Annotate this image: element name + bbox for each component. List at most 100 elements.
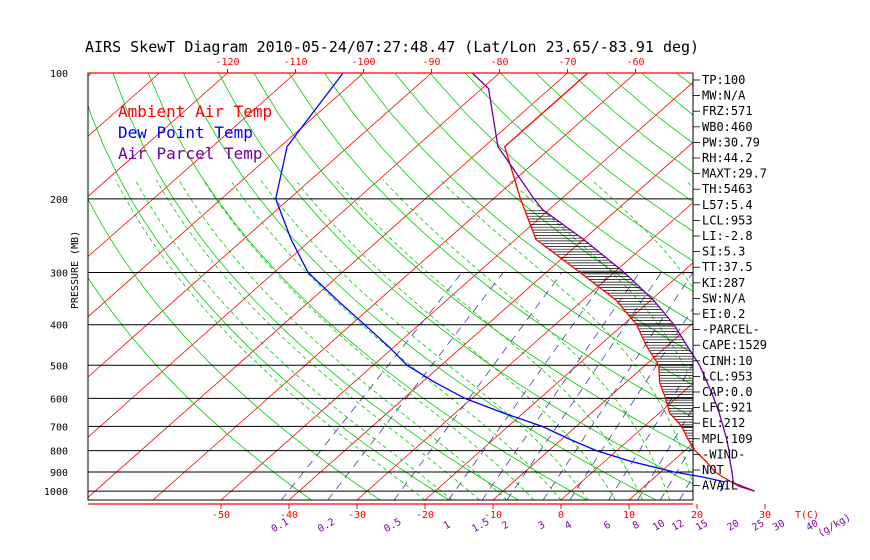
dry-adiabat-line xyxy=(747,73,870,500)
mixing-ratio-label: 20 xyxy=(725,518,741,534)
dry-adiabat-line xyxy=(288,73,693,418)
isotherm-line xyxy=(88,73,432,378)
top-tick-label: -80 xyxy=(490,57,508,68)
y-axis-label: PRESSURE (MB) xyxy=(70,231,81,309)
y-tick-label: 700 xyxy=(50,422,68,433)
bottom-tick-label: 30 xyxy=(759,510,771,521)
y-tick-label: 600 xyxy=(50,394,68,405)
moist-adiabat-line xyxy=(335,179,643,500)
chart-title: AIRS SkewT Diagram 2010-05-24/07:27:48.4… xyxy=(85,38,699,56)
top-tick-label: -100 xyxy=(351,57,375,68)
index-item: EL:212 xyxy=(702,416,745,430)
bottom-tick-label: -20 xyxy=(416,510,434,521)
mixing-ratio-line xyxy=(780,273,870,501)
y-tick-label: 1000 xyxy=(44,487,68,498)
index-item: SW:N/A xyxy=(702,291,746,305)
y-tick-label: 500 xyxy=(50,361,68,372)
legend: Ambient Air Temp Dew Point Temp Air Parc… xyxy=(118,102,272,163)
isotherm-line xyxy=(560,382,693,500)
isotherm-line xyxy=(833,73,870,500)
top-tick-label: -110 xyxy=(283,57,307,68)
mixing-ratio-line xyxy=(281,272,463,500)
moist-adiabat-line xyxy=(260,179,589,500)
bottom-tick-label: 10 xyxy=(623,510,635,521)
mixing-ratio-label: 0.5 xyxy=(382,517,403,536)
ambient-air-temp-curve xyxy=(503,72,755,492)
mixing-ratio-label: 2 xyxy=(500,520,511,533)
moist-adiabat-line xyxy=(833,180,854,500)
index-item: WB0:460 xyxy=(702,120,753,134)
cape-hatching xyxy=(525,210,693,448)
mixing-ratio-line xyxy=(393,272,563,500)
mixing-ratio-line xyxy=(569,307,693,500)
isotherm-line xyxy=(88,73,296,258)
legend-dew-point-temp: Dew Point Temp xyxy=(118,123,253,142)
isotherm-line xyxy=(88,73,364,318)
dry-adiabat-line xyxy=(817,73,870,500)
moist-adiabat-line xyxy=(294,179,616,500)
bottom-tick-label: T(C) xyxy=(795,510,819,521)
index-item: L57:5.4 xyxy=(702,198,753,212)
dry-adiabat-line xyxy=(782,73,870,500)
bottom-tick-label: 0 xyxy=(558,510,564,521)
mixing-ratio-line xyxy=(448,272,611,500)
dry-adiabat-line xyxy=(112,73,519,500)
mixing-ratio-label: 10 xyxy=(651,518,667,534)
mixing-ratio-label: 0.2 xyxy=(316,517,337,536)
index-item: SI:5.3 xyxy=(702,245,745,259)
index-item: -WIND- xyxy=(702,447,745,461)
index-item: MAXT:29.7 xyxy=(702,167,767,181)
moist-adiabat-line xyxy=(382,179,671,500)
mixing-ratio-label: 3 xyxy=(536,520,547,533)
background-lines xyxy=(88,72,870,501)
legend-ambient-air-temp: Ambient Air Temp xyxy=(118,102,272,121)
index-item: CAP:0.0 xyxy=(702,385,753,399)
moist-adiabat-line xyxy=(202,179,535,500)
mixing-ratio-label: 40 xyxy=(805,518,821,534)
top-tick-label: -60 xyxy=(626,57,644,68)
dry-adiabat-line xyxy=(88,276,312,500)
index-item: LFC:921 xyxy=(702,401,753,415)
isotherm-line xyxy=(88,73,228,197)
dry-adiabat-line xyxy=(394,73,693,323)
index-item: NOT xyxy=(702,463,724,477)
mixing-ratio-line xyxy=(542,272,693,500)
y-tick-label: 800 xyxy=(50,447,68,458)
dry-adiabat-line xyxy=(429,73,693,292)
bottom-tick-label: -10 xyxy=(484,510,502,521)
index-item: FRZ:571 xyxy=(702,104,753,118)
index-item: TP:100 xyxy=(702,73,745,87)
mixing-ratio-line xyxy=(327,272,504,500)
mixing-ratio-line xyxy=(637,407,693,500)
dry-adiabat-line xyxy=(147,73,588,500)
mixing-ratio-line xyxy=(760,273,870,501)
moist-adiabat-line xyxy=(439,179,693,487)
mixing-ratio-label: (g/kg) xyxy=(816,512,853,540)
mixing-ratio-line xyxy=(814,273,870,501)
bottom-tick-label: -50 xyxy=(212,510,230,521)
index-item: MPL:109 xyxy=(702,432,753,446)
mixing-ratio-label: 6 xyxy=(602,520,613,533)
legend-air-parcel-temp: Air Parcel Temp xyxy=(118,144,263,163)
dry-adiabat-line xyxy=(88,104,450,500)
dry-adiabat-line xyxy=(359,73,693,354)
moist-adiabat-line xyxy=(776,180,811,500)
moist-adiabat-line xyxy=(155,179,480,500)
index-item: PW:30.79 xyxy=(702,135,760,149)
dry-adiabat-line xyxy=(253,73,693,451)
isotherm-line xyxy=(765,73,870,500)
moist-adiabat-line xyxy=(860,180,870,500)
y-tick-label: 300 xyxy=(50,269,68,280)
moist-adiabat-line xyxy=(134,179,453,500)
index-item: AVAIL xyxy=(702,479,738,493)
mixing-ratio-label: 25 xyxy=(750,518,766,534)
isotherm-line xyxy=(88,73,500,438)
y-tick-label: 100 xyxy=(50,69,68,80)
mixing-ratio-label: 12 xyxy=(670,518,686,534)
index-item: EI:0.2 xyxy=(702,307,745,321)
top-tick-label: -90 xyxy=(422,57,440,68)
profile-curves xyxy=(275,72,755,492)
dew-point-temp-curve xyxy=(275,72,726,492)
